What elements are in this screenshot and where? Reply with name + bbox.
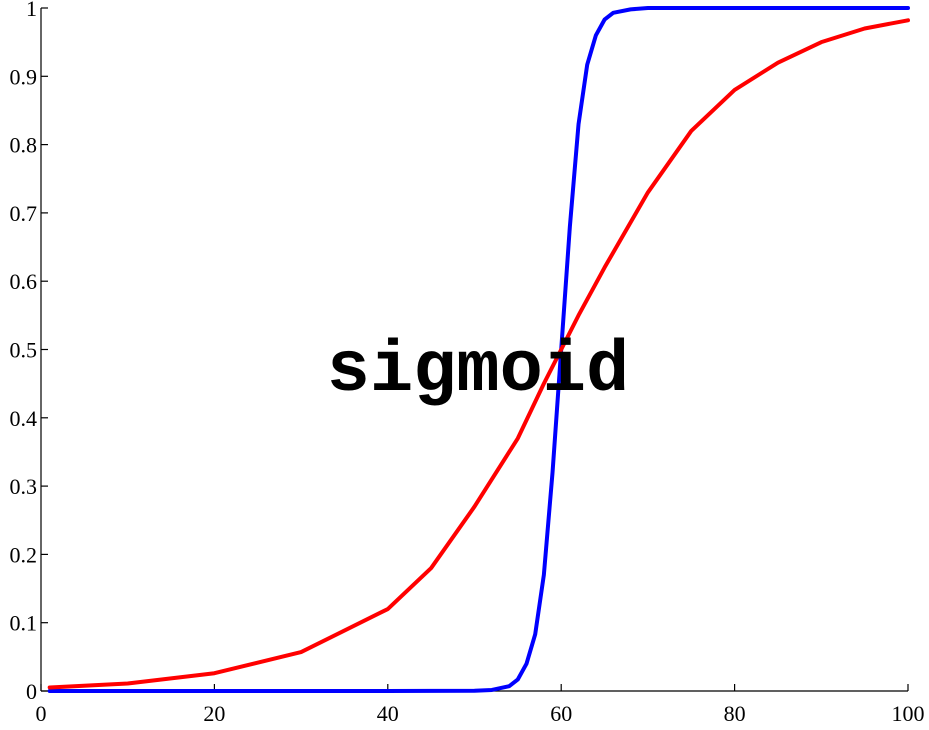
x-tick-label: 80	[724, 701, 746, 726]
y-tick-label: 0.5	[10, 338, 38, 363]
series-line-blue	[47, 6, 910, 693]
x-tick-label: 100	[892, 701, 925, 726]
chart-annotation: sigmoid	[327, 330, 629, 412]
series-group	[47, 6, 910, 693]
y-tick-label: 0.2	[10, 542, 38, 567]
y-tick-label: 0.1	[10, 611, 38, 636]
series-line-red	[47, 18, 910, 690]
x-tick-label: 20	[203, 701, 225, 726]
y-tick-label: 0.8	[10, 133, 38, 158]
y-tick-label: 0	[26, 679, 37, 704]
y-tick-label: 1	[26, 0, 37, 21]
x-tick-label: 0	[36, 701, 47, 726]
y-tick-label: 0.7	[10, 201, 38, 226]
y-axis-ticks: 0 0.1 0.2 0.3 0.4 0.5 0.6 0.7 0.8 0.9 1	[10, 0, 48, 704]
y-tick-label: 0.9	[10, 64, 38, 89]
x-tick-label: 40	[377, 701, 399, 726]
x-tick-label: 60	[550, 701, 572, 726]
y-tick-label: 0.4	[10, 406, 38, 431]
y-tick-label: 0.6	[10, 269, 38, 294]
x-axis-ticks: 0 20 40 60 80 100	[36, 684, 925, 726]
y-tick-label: 0.3	[10, 474, 38, 499]
